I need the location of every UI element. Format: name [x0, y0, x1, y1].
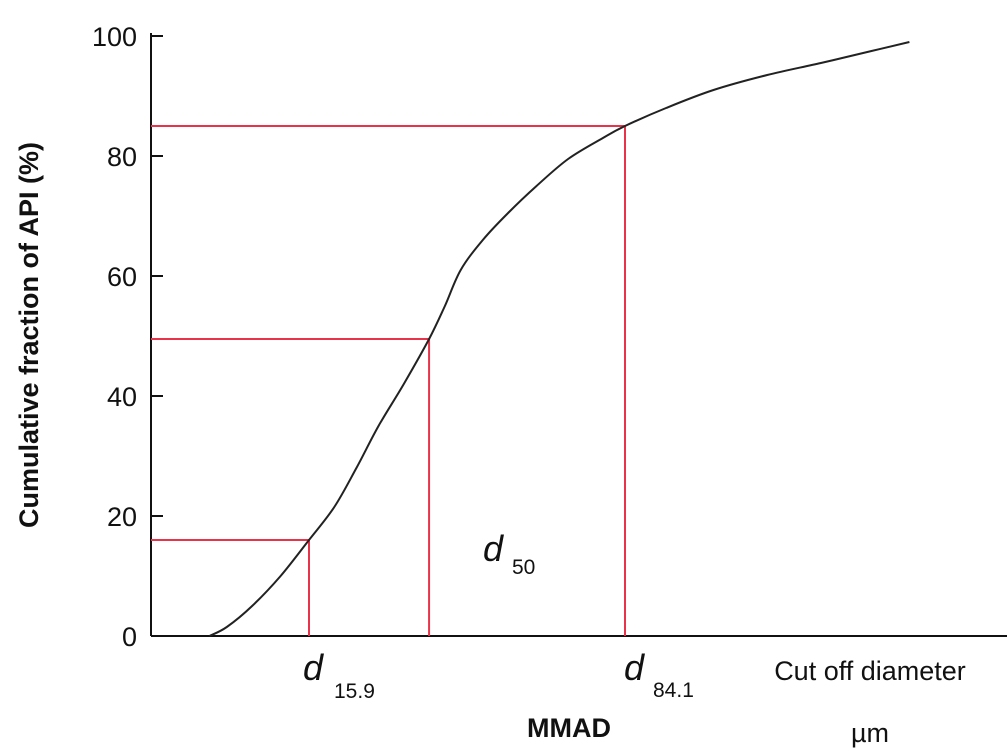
svg-text:50: 50: [512, 556, 535, 579]
y-tick-label: 20: [107, 502, 137, 532]
annotation-d15-9: d 15.9: [303, 647, 375, 703]
x-axis-title: MMAD: [527, 713, 611, 743]
cumulative-curve: [209, 41, 910, 637]
annotation-d84-1: d 84.1: [624, 647, 694, 702]
svg-text:84.1: 84.1: [653, 679, 694, 702]
y-tick-label: 40: [107, 382, 137, 412]
y-tick-label: 0: [122, 622, 137, 652]
reference-lines: [151, 125, 626, 636]
y-axis-ticks: 0 20 40 60 80 100: [92, 22, 163, 652]
annotation-d50: d 50: [483, 528, 535, 579]
y-tick-label: 80: [107, 142, 137, 172]
svg-text:d: d: [303, 647, 324, 688]
y-axis-title: Cumulative fraction of API (%): [14, 142, 44, 528]
y-tick-label: 60: [107, 262, 137, 292]
svg-text:15.9: 15.9: [334, 680, 375, 703]
y-tick-label: 100: [92, 22, 137, 52]
x-axis-unit: µm: [851, 718, 889, 748]
svg-text:d: d: [483, 528, 504, 569]
svg-text:d: d: [624, 647, 645, 688]
x-axis-caption: Cut off diameter: [774, 656, 966, 686]
